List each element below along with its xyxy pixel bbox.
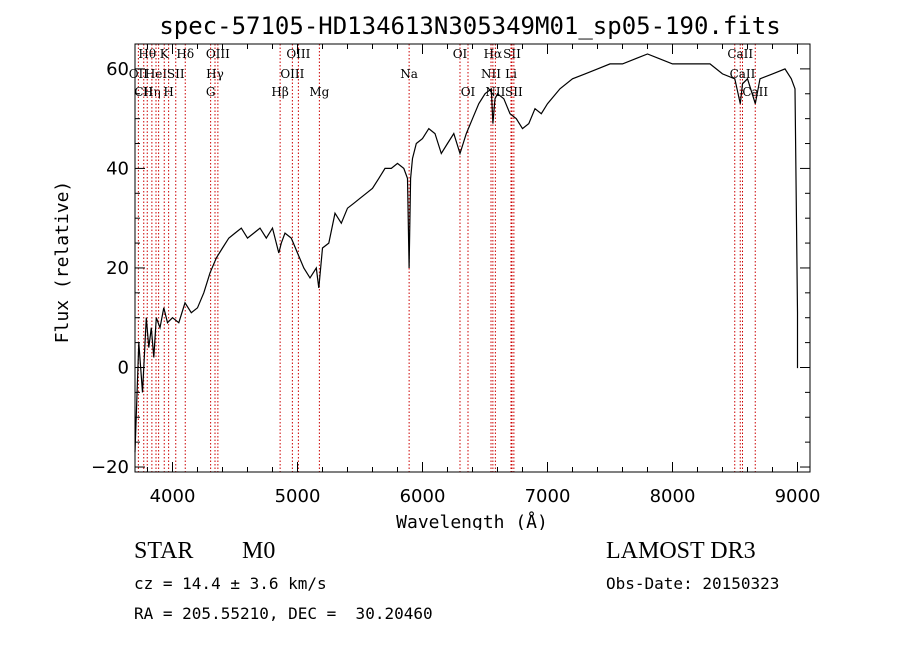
marker-label-9: Hδ (176, 47, 194, 61)
marker-label-25: SII (505, 85, 523, 99)
redshift-value: cz = 14.4 ± 3.6 km/s (134, 574, 327, 593)
marker-label-17: Na (400, 67, 418, 81)
line-markers: OII CII Hθ Hη HeI K H SII Hδ G Hγ OIII Hβ OIII OIII Mg N… (129, 44, 768, 472)
marker-label-10: G (206, 85, 216, 99)
y-tick-label: 20 (106, 258, 129, 279)
marker-label-24: SII (503, 47, 521, 61)
survey-name: LAMOST DR3 (606, 538, 756, 564)
plot-axes (134, 43, 811, 473)
x-tick-label: 7000 (525, 486, 571, 507)
marker-label-19: OI (461, 85, 476, 99)
marker-label-1: CII (134, 85, 153, 99)
marker-label-27: CaII (727, 47, 753, 61)
spectrum-line-0 (134, 53, 799, 453)
marker-label-28: CaII (730, 67, 756, 81)
x-tick-label: 9000 (775, 486, 821, 507)
y-tick-label: 60 (106, 59, 129, 80)
spectrum-series (134, 53, 799, 453)
marker-label-20: NII (481, 67, 501, 81)
marker-label-15: OIII (286, 47, 310, 61)
object-class: STAR (134, 538, 194, 564)
marker-label-7: H (163, 85, 173, 99)
marker-label-6: K (160, 47, 170, 61)
marker-label-11: Hγ (206, 67, 224, 81)
chart-title: spec-57105-HD134613N305349M01_sp05-190.f… (159, 12, 780, 40)
x-tick-label: 5000 (275, 486, 321, 507)
spectrum-chart: spec-57105-HD134613N305349M01_sp05-190.f… (52, 12, 821, 530)
marker-label-21: Hα (484, 47, 503, 61)
marker-label-0: OII (129, 67, 149, 81)
marker-label-23: Li (505, 67, 517, 81)
x-tick-label: 4000 (150, 486, 196, 507)
y-tick-label: 0 (118, 357, 129, 378)
y-tick-label: −20 (91, 457, 129, 478)
marker-label-29: CaII (742, 85, 768, 99)
marker-label-3: Hη (143, 85, 161, 99)
observation-date: Obs-Date: 20150323 (606, 574, 780, 593)
x-tick-label: 8000 (650, 486, 696, 507)
marker-label-18: OI (453, 47, 468, 61)
coordinates: RA = 205.55210, DEC = 30.20460 (134, 604, 433, 623)
x-axis-label: Wavelength (Å) (396, 511, 548, 530)
y-tick-label: 40 (106, 158, 129, 179)
y-axis-ticks: −20 0 20 40 60 (91, 59, 810, 478)
marker-label-2: Hθ (138, 47, 156, 61)
object-subclass: M0 (242, 538, 276, 564)
marker-label-12: OIII (206, 47, 230, 61)
x-tick-label: 6000 (400, 486, 446, 507)
y-axis-label: Flux (relative) (52, 181, 73, 344)
x-axis-ticks: 4000 5000 6000 7000 8000 9000 (147, 44, 821, 507)
marker-label-14: OIII (280, 67, 304, 81)
marker-label-13: Hβ (271, 85, 288, 99)
marker-label-4: HeI (145, 67, 168, 81)
marker-label-8: SII (167, 67, 185, 81)
marker-label-16: Mg (309, 85, 329, 99)
plot-frame (134, 43, 811, 473)
